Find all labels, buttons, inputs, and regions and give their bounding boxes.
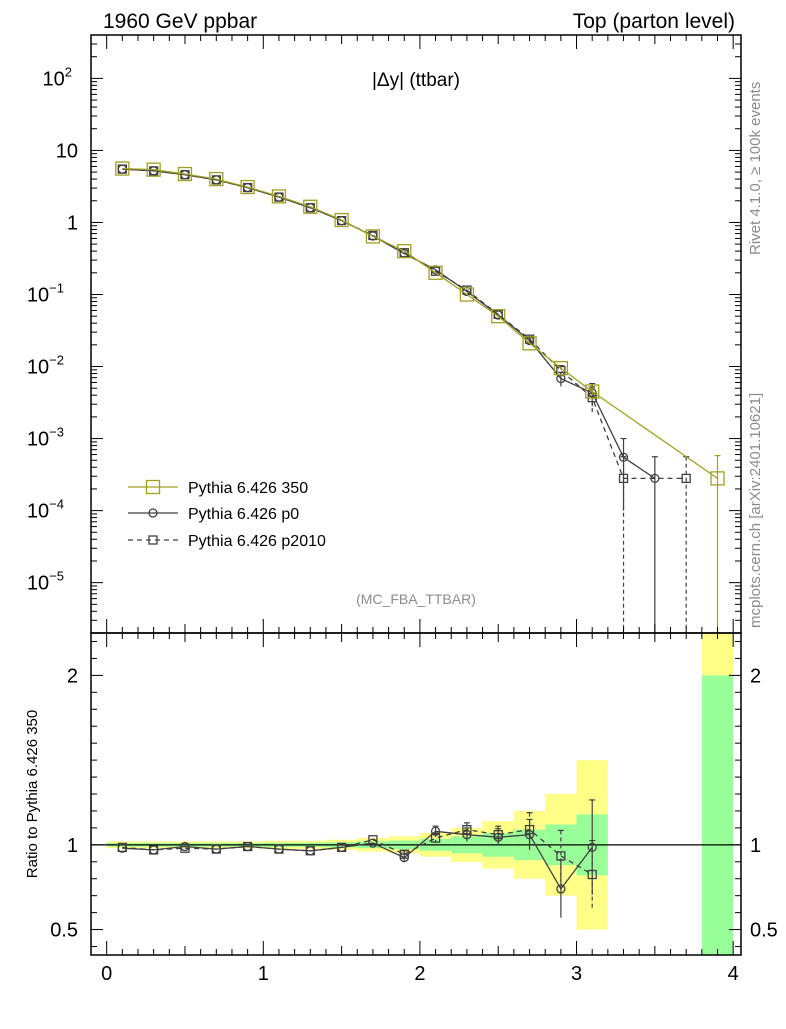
ratio-band-inner <box>701 675 734 955</box>
ref350-point <box>365 229 381 244</box>
p0-point <box>368 231 378 241</box>
ratio-xtick-label: 4 <box>728 963 739 985</box>
ratio-p0-point <box>462 830 472 840</box>
ratio-p0-point <box>368 838 378 848</box>
legend-label: Pythia 6.426 p0 <box>188 506 299 523</box>
ratio-p0-point <box>430 826 441 836</box>
legend: Pythia 6.426 350 Pythia 6.426 p0 Pythia 6.… <box>128 479 326 550</box>
ratio-ytick-label: 0.5 <box>50 920 78 942</box>
legend-label: Pythia 6.426 350 <box>188 480 308 497</box>
exponent: −1 <box>49 280 64 295</box>
ref350-point <box>271 189 287 204</box>
ratio-p0-point <box>556 884 566 894</box>
ratio-p0-point <box>211 844 221 854</box>
ratio-p0-point <box>305 846 315 856</box>
ratio-p0-point <box>180 841 190 852</box>
header-right: Top (parton level) <box>573 10 735 33</box>
ref350-point <box>209 171 224 187</box>
ratio-ytick-label: 1 <box>67 835 78 857</box>
p0-point <box>242 182 253 193</box>
ratio-series <box>117 799 597 918</box>
chart-title: |Δy| (ttbar) <box>372 70 460 91</box>
ref350-point <box>397 243 412 259</box>
ref350-line <box>122 167 718 479</box>
rivet-version-label: Rivet 4.1.0, ≥ 100k events <box>747 82 764 255</box>
p0-line <box>122 168 656 479</box>
ref350-point <box>428 265 443 280</box>
p2010-line <box>122 168 687 480</box>
main-ytick-label: 10−2 <box>27 353 64 379</box>
ratio-p0-point <box>493 832 503 842</box>
ratio-xtick-label: 0 <box>101 963 112 985</box>
main-ytick-label: 10−5 <box>27 569 64 595</box>
main-ytick-label: 10 <box>56 140 78 162</box>
exponent: −3 <box>49 425 64 440</box>
ratio-frame <box>90 632 742 956</box>
ratio-p0-point <box>274 844 284 854</box>
exponent: −2 <box>49 353 64 368</box>
ratio-p0-point <box>524 830 535 840</box>
main-ytick-label: 10−1 <box>27 280 64 306</box>
p0-point <box>618 452 629 462</box>
header-left: 1960 GeV ppbar <box>103 10 257 33</box>
ratio-p0-point <box>149 845 159 855</box>
ratio-p0-line <box>122 830 593 891</box>
ref350-point <box>115 161 130 176</box>
ratio-ytick-label-right: 0.5 <box>750 920 778 942</box>
main-ytick-label: 10−3 <box>27 425 64 451</box>
ratio-p0-point <box>117 843 127 853</box>
main-ytick-label: 102 <box>43 64 72 90</box>
ref350-point <box>522 336 537 351</box>
legend-marker <box>148 508 158 518</box>
p0-point <box>305 203 315 213</box>
ratio-ytick-label-right: 1 <box>750 835 761 857</box>
exponent: 2 <box>65 64 72 79</box>
ref350-point <box>553 360 569 376</box>
p0-point <box>650 473 660 484</box>
main-ytick-label: 10−4 <box>27 497 64 523</box>
ref350-point <box>585 384 600 399</box>
legend-label: Pythia 6.426 p2010 <box>188 533 326 550</box>
ref350-point <box>303 199 318 214</box>
ratio-ylabel: Ratio to Pythia 6.426 350 <box>24 710 41 878</box>
analysis-name: (MC_FBA_TTBAR) <box>356 591 476 607</box>
main-ytick-label: 1 <box>67 212 78 234</box>
ratio-p0-point <box>242 841 253 852</box>
ratio-p2010-line <box>122 828 593 876</box>
ref350-point <box>177 166 193 182</box>
ratio-xtick-label: 2 <box>414 963 425 985</box>
p0-point <box>336 215 347 226</box>
ratio-xtick-label: 1 <box>258 963 269 985</box>
exponent: −4 <box>49 497 64 512</box>
ratio-p0-point <box>587 842 597 853</box>
ref350-point <box>240 179 255 195</box>
ratio-xtick-label: 3 <box>571 963 582 985</box>
ref350-point <box>334 212 349 228</box>
ref350-point <box>491 309 506 324</box>
ref350-point <box>146 162 161 177</box>
exponent: −5 <box>49 569 64 584</box>
p2010-point <box>681 473 691 484</box>
main-series <box>115 161 725 633</box>
p0-point <box>493 310 503 320</box>
ratio-ytick-label: 2 <box>67 665 78 687</box>
ratio-p0-point <box>336 842 347 853</box>
ratio-ytick-label-right: 2 <box>750 665 761 687</box>
ratio-p0-point <box>399 852 409 863</box>
mcplots-label: mcplots.cern.ch [arXiv:2401.10621] <box>747 393 764 628</box>
ref350-point <box>710 471 725 486</box>
legend-marker <box>145 479 161 495</box>
legend-marker <box>148 535 158 545</box>
ref350-point <box>459 287 475 302</box>
